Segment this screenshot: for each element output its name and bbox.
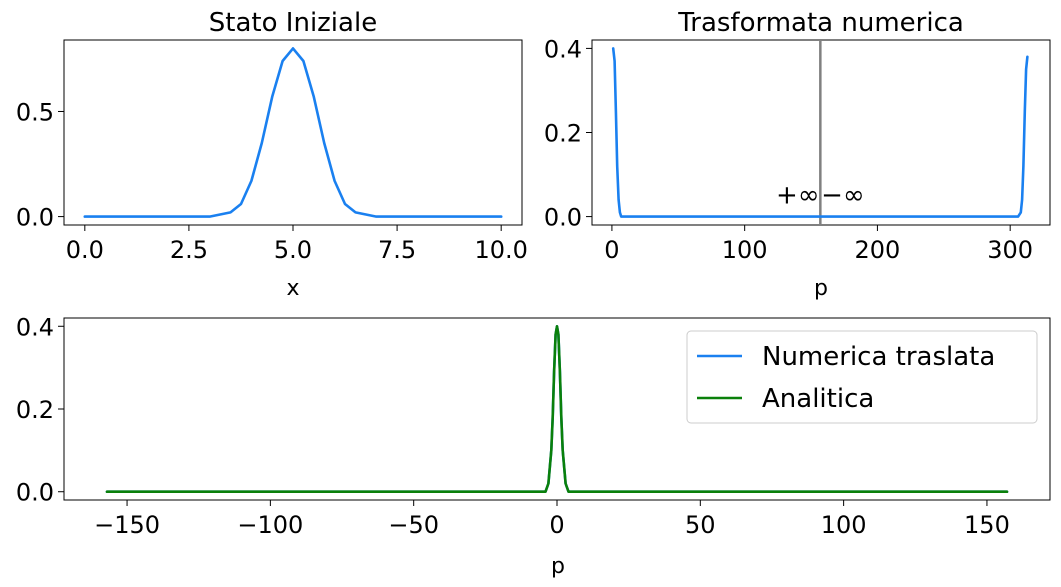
axes-frame [63,39,523,226]
series-line-0 [611,47,1029,218]
y-tick-label: 0.2 [544,120,582,148]
legend-label: Numerica traslata [762,342,995,372]
x-tick-label: 200 [855,236,901,264]
plot-title: Trasformata numerica [677,8,964,38]
x-tick-label: 0 [549,511,564,539]
legend-box [686,330,1038,424]
y-tick-label: 0.4 [16,313,54,341]
x-tick-label: 2.5 [170,236,208,264]
series-line-0 [83,47,503,218]
y-tick-label: 0.0 [16,479,54,507]
x-tick-label: 0.0 [66,236,104,264]
x-tick-label: 100 [821,511,867,539]
x-tick-label: 10.0 [474,236,527,264]
y-tick-label: 0.0 [544,204,582,232]
annotation-text: −∞ [821,181,864,211]
plot-comparison: p −150 −100 −50 0 50 100 150 0.0 0.2 0.4 Numerica … [16,313,1051,579]
annotation-text: +∞ [776,181,819,211]
x-tick-label: 0 [604,236,619,264]
x-tick-label: −50 [388,511,439,539]
y-tick-label: 0.5 [16,98,54,126]
y-tick-label: 0.2 [16,396,54,424]
legend-label: Analitica [762,384,874,414]
plot-initial-state: Stato Iniziale x 0.0 2.5 5.0 7.5 10.0 0.0 0.5 [16,8,528,301]
x-axis-label: p [814,276,828,301]
x-tick-label: 7.5 [378,236,416,264]
y-tick-label: 0.0 [16,204,54,232]
y-tick-label: 0.4 [544,35,582,63]
x-tick-label: 5.0 [274,236,312,264]
plot-numeric-transform: Trasformata numerica p 0 100 200 300 0.0 0.2 0… [544,8,1051,301]
plot-title: Stato Iniziale [209,8,377,38]
x-tick-label: 50 [685,511,716,539]
x-tick-label: 100 [722,236,768,264]
x-tick-label: −100 [237,511,303,539]
x-axis-label: x [286,276,299,301]
x-tick-label: 300 [987,236,1033,264]
x-tick-label: 150 [964,511,1010,539]
series-line-analitica [105,324,1009,494]
x-axis-label: p [551,554,565,579]
x-tick-label: −150 [94,511,160,539]
